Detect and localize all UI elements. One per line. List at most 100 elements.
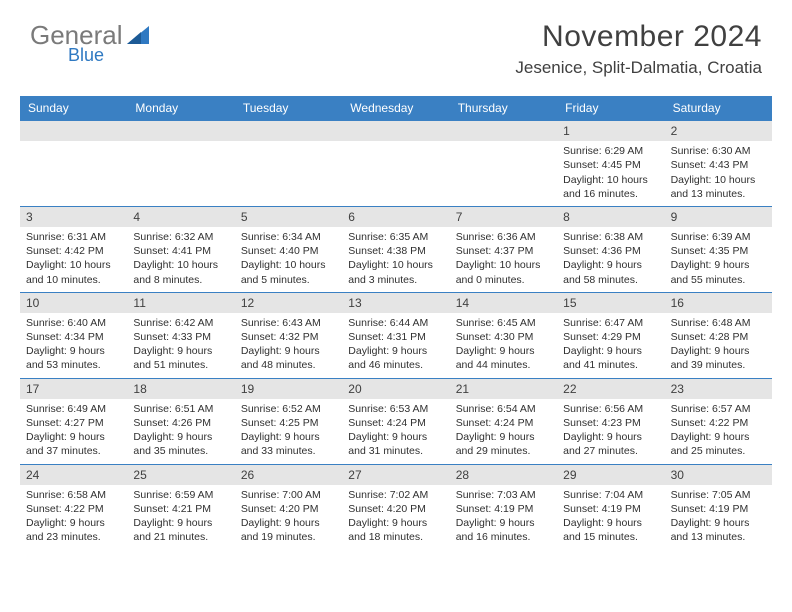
day-number: 9 — [665, 207, 772, 227]
page-header: General Blue November 2024 Jesenice, Spl… — [0, 0, 792, 88]
sunrise-text: Sunrise: 7:05 AM — [671, 488, 766, 502]
logo-word2: Blue — [68, 45, 149, 66]
sunrise-text: Sunrise: 6:51 AM — [133, 402, 228, 416]
day-cell: 18Sunrise: 6:51 AMSunset: 4:26 PMDayligh… — [127, 379, 234, 464]
day-content: Sunrise: 6:48 AMSunset: 4:28 PMDaylight:… — [665, 313, 772, 378]
day-cell: 2Sunrise: 6:30 AMSunset: 4:43 PMDaylight… — [665, 121, 772, 206]
daylight-text: Daylight: 9 hours and 51 minutes. — [133, 344, 228, 372]
weekday-thu: Thursday — [450, 96, 557, 120]
day-number: 20 — [342, 379, 449, 399]
daylight-text: Daylight: 9 hours and 41 minutes. — [563, 344, 658, 372]
day-cell: 11Sunrise: 6:42 AMSunset: 4:33 PMDayligh… — [127, 293, 234, 378]
day-content: Sunrise: 6:34 AMSunset: 4:40 PMDaylight:… — [235, 227, 342, 292]
day-cell: 8Sunrise: 6:38 AMSunset: 4:36 PMDaylight… — [557, 207, 664, 292]
sunset-text: Sunset: 4:19 PM — [456, 502, 551, 516]
day-number: 11 — [127, 293, 234, 313]
day-number: 29 — [557, 465, 664, 485]
day-cell: 22Sunrise: 6:56 AMSunset: 4:23 PMDayligh… — [557, 379, 664, 464]
sunrise-text: Sunrise: 6:30 AM — [671, 144, 766, 158]
day-content: Sunrise: 6:58 AMSunset: 4:22 PMDaylight:… — [20, 485, 127, 550]
day-cell: 9Sunrise: 6:39 AMSunset: 4:35 PMDaylight… — [665, 207, 772, 292]
day-number: 17 — [20, 379, 127, 399]
sunset-text: Sunset: 4:34 PM — [26, 330, 121, 344]
weekday-header: Sunday Monday Tuesday Wednesday Thursday… — [20, 96, 772, 120]
sunset-text: Sunset: 4:19 PM — [671, 502, 766, 516]
week-row: 17Sunrise: 6:49 AMSunset: 4:27 PMDayligh… — [20, 378, 772, 464]
day-number: 3 — [20, 207, 127, 227]
day-number: 28 — [450, 465, 557, 485]
day-cell: 6Sunrise: 6:35 AMSunset: 4:38 PMDaylight… — [342, 207, 449, 292]
weekday-sat: Saturday — [665, 96, 772, 120]
daylight-text: Daylight: 9 hours and 25 minutes. — [671, 430, 766, 458]
daylight-text: Daylight: 9 hours and 44 minutes. — [456, 344, 551, 372]
sunset-text: Sunset: 4:41 PM — [133, 244, 228, 258]
daylight-text: Daylight: 10 hours and 8 minutes. — [133, 258, 228, 286]
day-cell: 20Sunrise: 6:53 AMSunset: 4:24 PMDayligh… — [342, 379, 449, 464]
sunset-text: Sunset: 4:42 PM — [26, 244, 121, 258]
daylight-text: Daylight: 9 hours and 58 minutes. — [563, 258, 658, 286]
day-cell: 12Sunrise: 6:43 AMSunset: 4:32 PMDayligh… — [235, 293, 342, 378]
day-content: Sunrise: 6:47 AMSunset: 4:29 PMDaylight:… — [557, 313, 664, 378]
day-number: 10 — [20, 293, 127, 313]
day-content: Sunrise: 6:32 AMSunset: 4:41 PMDaylight:… — [127, 227, 234, 292]
sunrise-text: Sunrise: 6:36 AM — [456, 230, 551, 244]
sunrise-text: Sunrise: 6:35 AM — [348, 230, 443, 244]
day-content: Sunrise: 6:29 AMSunset: 4:45 PMDaylight:… — [557, 141, 664, 206]
sunset-text: Sunset: 4:20 PM — [348, 502, 443, 516]
week-row: 10Sunrise: 6:40 AMSunset: 4:34 PMDayligh… — [20, 292, 772, 378]
daylight-text: Daylight: 9 hours and 23 minutes. — [26, 516, 121, 544]
month-title: November 2024 — [515, 20, 762, 54]
day-content: Sunrise: 6:49 AMSunset: 4:27 PMDaylight:… — [20, 399, 127, 464]
day-number: 19 — [235, 379, 342, 399]
day-cell: 25Sunrise: 6:59 AMSunset: 4:21 PMDayligh… — [127, 465, 234, 550]
day-cell — [342, 121, 449, 206]
sunset-text: Sunset: 4:31 PM — [348, 330, 443, 344]
daylight-text: Daylight: 9 hours and 53 minutes. — [26, 344, 121, 372]
daylight-text: Daylight: 9 hours and 18 minutes. — [348, 516, 443, 544]
day-content: Sunrise: 6:57 AMSunset: 4:22 PMDaylight:… — [665, 399, 772, 464]
day-cell: 19Sunrise: 6:52 AMSunset: 4:25 PMDayligh… — [235, 379, 342, 464]
sunrise-text: Sunrise: 6:45 AM — [456, 316, 551, 330]
day-content: Sunrise: 6:54 AMSunset: 4:24 PMDaylight:… — [450, 399, 557, 464]
daylight-text: Daylight: 9 hours and 48 minutes. — [241, 344, 336, 372]
weekday-mon: Monday — [127, 96, 234, 120]
sunrise-text: Sunrise: 6:31 AM — [26, 230, 121, 244]
empty-day-bar — [127, 121, 234, 141]
sunrise-text: Sunrise: 6:53 AM — [348, 402, 443, 416]
day-number: 24 — [20, 465, 127, 485]
daylight-text: Daylight: 10 hours and 16 minutes. — [563, 173, 658, 201]
sunset-text: Sunset: 4:21 PM — [133, 502, 228, 516]
day-number: 5 — [235, 207, 342, 227]
day-number: 23 — [665, 379, 772, 399]
day-cell: 1Sunrise: 6:29 AMSunset: 4:45 PMDaylight… — [557, 121, 664, 206]
week-row: 3 Sunrise: 6:31 AMSunset: 4:42 PM Daylight… — [20, 206, 772, 292]
day-content: Sunrise: 6:59 AMSunset: 4:21 PMDaylight:… — [127, 485, 234, 550]
day-content: Sunrise: 6:53 AMSunset: 4:24 PMDaylight:… — [342, 399, 449, 464]
day-content: Sunrise: 7:00 AMSunset: 4:20 PMDaylight:… — [235, 485, 342, 550]
sunset-text: Sunset: 4:33 PM — [133, 330, 228, 344]
weeks-container: 1Sunrise: 6:29 AMSunset: 4:45 PMDaylight… — [20, 120, 772, 549]
daylight-text: Daylight: 10 hours and 3 minutes. — [348, 258, 443, 286]
day-number: 12 — [235, 293, 342, 313]
sunrise-text: Sunrise: 6:32 AM — [133, 230, 228, 244]
day-content: Sunrise: 6:42 AMSunset: 4:33 PMDaylight:… — [127, 313, 234, 378]
sunrise-text: Sunrise: 6:43 AM — [241, 316, 336, 330]
day-cell — [450, 121, 557, 206]
sunset-text: Sunset: 4:24 PM — [348, 416, 443, 430]
sunset-text: Sunset: 4:45 PM — [563, 158, 658, 172]
sunrise-text: Sunrise: 7:00 AM — [241, 488, 336, 502]
day-number: 21 — [450, 379, 557, 399]
day-cell: 28Sunrise: 7:03 AMSunset: 4:19 PMDayligh… — [450, 465, 557, 550]
day-number: 2 — [665, 121, 772, 141]
day-cell — [235, 121, 342, 206]
day-number: 1 — [557, 121, 664, 141]
day-cell — [20, 121, 127, 206]
sunrise-text: Sunrise: 6:59 AM — [133, 488, 228, 502]
sunset-text: Sunset: 4:22 PM — [26, 502, 121, 516]
daylight-text: Daylight: 9 hours and 19 minutes. — [241, 516, 336, 544]
calendar: Sunday Monday Tuesday Wednesday Thursday… — [20, 96, 772, 549]
sunrise-text: Sunrise: 7:04 AM — [563, 488, 658, 502]
day-content: Sunrise: 6:56 AMSunset: 4:23 PMDaylight:… — [557, 399, 664, 464]
sunrise-text: Sunrise: 6:57 AM — [671, 402, 766, 416]
daylight-text: Daylight: 9 hours and 15 minutes. — [563, 516, 658, 544]
